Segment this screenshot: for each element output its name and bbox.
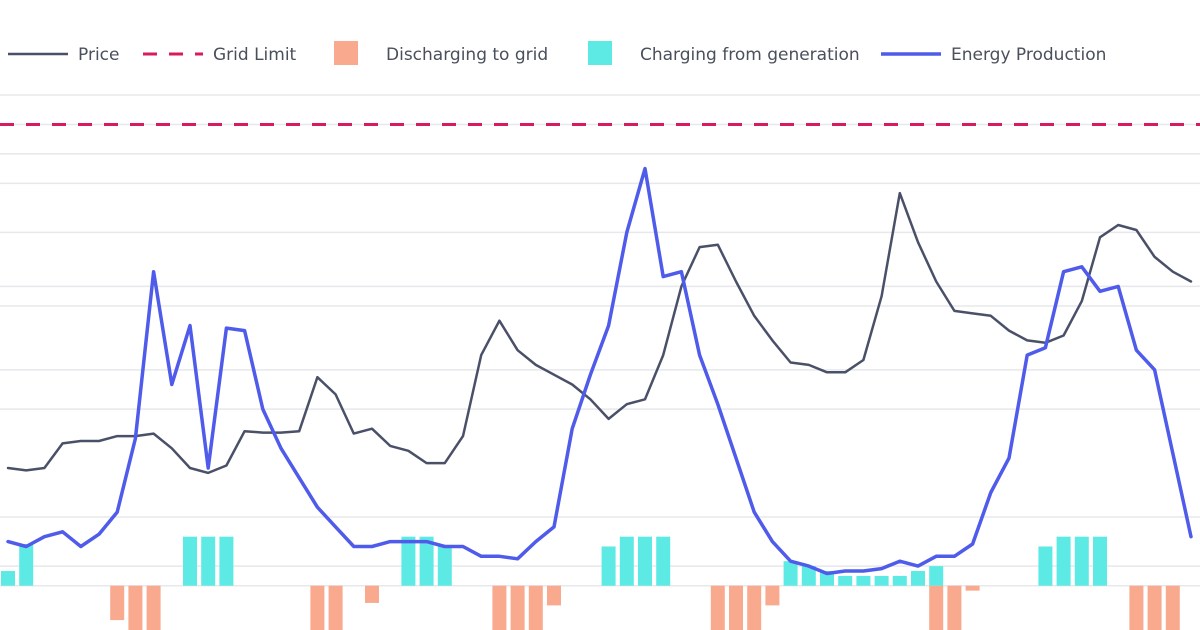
discharge-bar — [310, 585, 325, 630]
charge-bar — [1056, 536, 1071, 586]
discharging-bars — [110, 585, 1180, 630]
charge-bar — [401, 536, 416, 586]
discharge-bar — [528, 585, 543, 630]
discharge-bar — [365, 585, 379, 603]
charge-bar — [838, 575, 853, 586]
charge-bar — [1, 571, 15, 586]
discharge-bar — [965, 585, 980, 591]
charge-bar — [1074, 536, 1089, 586]
discharge-bar — [128, 585, 143, 630]
discharge-bar — [1165, 585, 1180, 630]
charge-bar — [419, 536, 434, 586]
energy-production-line — [6, 166, 1193, 576]
discharge-bar — [929, 585, 944, 630]
charge-bar — [874, 575, 889, 586]
charge-bar — [929, 566, 944, 586]
charge-bar — [601, 546, 616, 586]
price-line — [6, 191, 1193, 475]
legend-label: Energy Production — [951, 45, 1106, 65]
charge-bar — [1093, 536, 1107, 586]
gridlines — [0, 94, 1200, 587]
legend: Price Grid Limit Discharging to grid Chargi… — [8, 41, 1106, 65]
discharge-bar — [710, 585, 725, 630]
legend-swatch — [334, 41, 358, 65]
charge-bar — [183, 536, 197, 586]
legend-item-charge[interactable]: Charging from generation — [588, 41, 860, 65]
charge-bar — [783, 561, 798, 586]
charge-bar — [219, 536, 234, 586]
charge-bar — [856, 575, 871, 586]
legend-label: Price — [78, 45, 119, 65]
legend-label: Charging from generation — [640, 45, 860, 65]
legend-label: Grid Limit — [213, 45, 297, 65]
discharge-bar — [947, 585, 962, 630]
charge-bar — [892, 575, 907, 586]
charge-bar — [801, 566, 816, 586]
charge-bar — [619, 536, 634, 586]
charge-bar — [437, 546, 452, 586]
discharge-bar — [1147, 585, 1162, 630]
charge-bar — [19, 544, 34, 586]
legend-item-grid-limit[interactable]: Grid Limit — [143, 45, 297, 65]
discharge-bar — [729, 585, 743, 630]
discharge-bar — [328, 585, 343, 630]
legend-item-discharge[interactable]: Discharging to grid — [334, 41, 548, 65]
charge-bar — [911, 571, 925, 586]
legend-label: Discharging to grid — [386, 45, 548, 65]
charging-bars — [1, 536, 1107, 586]
discharge-bar — [747, 585, 762, 630]
discharge-bar — [765, 585, 780, 606]
charge-bar — [656, 536, 671, 586]
discharge-bar — [510, 585, 525, 630]
legend-item-production[interactable]: Energy Production — [881, 45, 1106, 65]
discharge-bar — [547, 585, 561, 606]
legend-item-price[interactable]: Price — [8, 45, 119, 65]
charge-bar — [201, 536, 216, 586]
legend-swatch — [588, 41, 612, 65]
discharge-bar — [146, 585, 161, 630]
charge-bar — [1038, 546, 1053, 586]
discharge-bar — [492, 585, 507, 630]
charge-bar — [638, 536, 652, 586]
discharge-bar — [1129, 585, 1144, 630]
series-lines — [6, 166, 1193, 576]
discharge-bar — [110, 585, 125, 621]
